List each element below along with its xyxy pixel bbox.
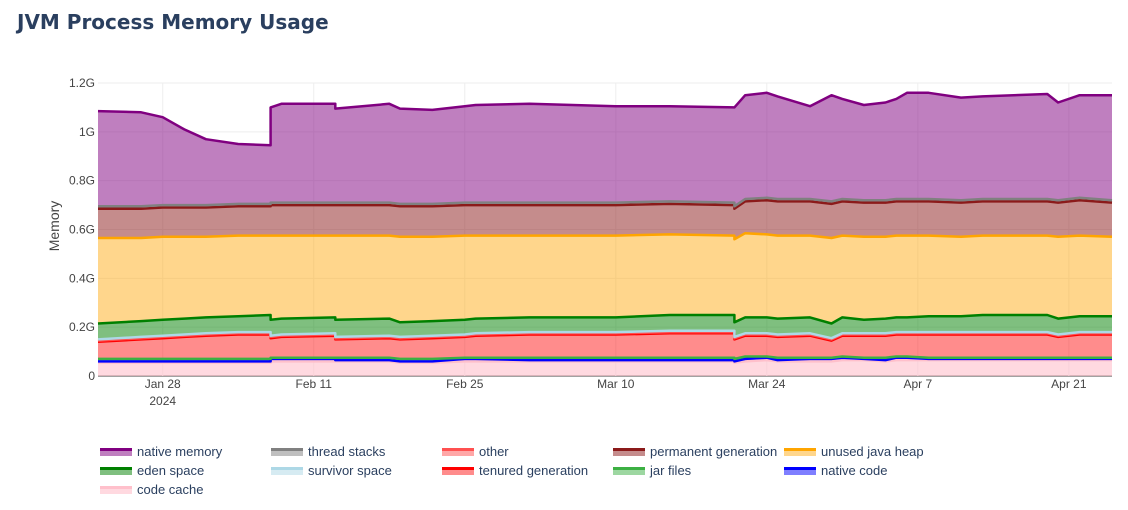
- legend-label: native memory: [137, 444, 223, 459]
- legend-label: native code: [821, 463, 888, 478]
- legend-swatch: [442, 466, 474, 475]
- y-tick-label: 0.8G: [69, 174, 95, 188]
- x-tick-label: Feb 11: [296, 377, 333, 391]
- legend-label: eden space: [137, 463, 205, 478]
- x-tick-label: Jan 28: [145, 377, 181, 391]
- area-unused-java-heap: [98, 233, 1112, 324]
- legend-label: tenured generation: [479, 463, 589, 478]
- legend-swatch: [100, 447, 132, 456]
- legend-item-other[interactable]: other: [442, 442, 613, 461]
- legend-item-eden-space[interactable]: eden space: [100, 461, 271, 480]
- legend-item-permanent-generation[interactable]: permanent generation: [613, 442, 784, 461]
- line-thread-stacks: [98, 196, 1113, 208]
- legend-swatch: [784, 466, 816, 475]
- line-unused-java-heap: [98, 231, 1113, 241]
- x-tick-label: Feb 25: [446, 377, 484, 391]
- legend-swatch: [100, 466, 132, 475]
- legend-item-jar-files[interactable]: jar files: [613, 461, 784, 480]
- legend-swatch: [271, 447, 303, 456]
- legend-swatch: [271, 466, 303, 475]
- legend-swatch: [613, 447, 645, 456]
- legend-swatch: [442, 447, 474, 456]
- legend-item-code-cache[interactable]: code cache: [100, 480, 271, 499]
- legend-label: jar files: [650, 463, 692, 478]
- legend-swatch: [784, 447, 816, 456]
- chart-title: JVM Process Memory Usage: [15, 10, 329, 34]
- area-native-memory: [98, 92, 1112, 207]
- y-axis-label: Memory: [46, 201, 62, 252]
- legend-swatch: [613, 466, 645, 475]
- y-tick-label: 1G: [79, 125, 95, 139]
- axes: 0 0.2G 0.4G 0.6G 0.8G 1G 1.2G Jan 28 Feb 11 Feb 2…: [69, 76, 1087, 408]
- area-tenured-generation: [98, 333, 1112, 359]
- x-tick-label: Apr 7: [903, 377, 932, 391]
- legend-item-unused-java-heap[interactable]: unused java heap: [784, 442, 955, 461]
- legend: native memory thread stacks other permanent…: [100, 442, 980, 499]
- legend-item-native-code[interactable]: native code: [784, 461, 955, 480]
- line-native-memory: [97, 91, 1112, 147]
- area-permanent-generation: [98, 200, 1112, 240]
- x-tick-label: Mar 10: [597, 377, 635, 391]
- line-eden-space: [97, 313, 1112, 325]
- line-jar-files: [98, 355, 1112, 361]
- y-tick-label: 0: [88, 369, 95, 383]
- legend-item-tenured-generation[interactable]: tenured generation: [442, 461, 613, 480]
- legend-item-survivor-space[interactable]: survivor space: [271, 461, 442, 480]
- legend-label: other: [479, 444, 509, 459]
- y-tick-label: 0.6G: [69, 223, 95, 237]
- legend-label: survivor space: [308, 463, 392, 478]
- legend-item-native-memory[interactable]: native memory: [100, 442, 271, 461]
- legend-label: unused java heap: [821, 444, 924, 459]
- x-tick-label: Apr 21: [1051, 377, 1087, 391]
- legend-label: thread stacks: [308, 444, 386, 459]
- legend-label: code cache: [137, 482, 204, 497]
- x-tick-label: Mar 24: [748, 377, 786, 391]
- series-lines: [97, 91, 1113, 364]
- line-survivor-space: [97, 329, 1112, 341]
- x-tick-year-label: 2024: [149, 394, 176, 408]
- y-tick-label: 0.2G: [69, 320, 95, 334]
- legend-item-thread-stacks[interactable]: thread stacks: [271, 442, 442, 461]
- legend-label: permanent generation: [650, 444, 778, 459]
- legend-swatch: [100, 485, 132, 494]
- y-tick-label: 0.4G: [69, 271, 95, 285]
- y-tick-label: 1.2G: [69, 76, 95, 90]
- area-code-cache: [98, 360, 1112, 376]
